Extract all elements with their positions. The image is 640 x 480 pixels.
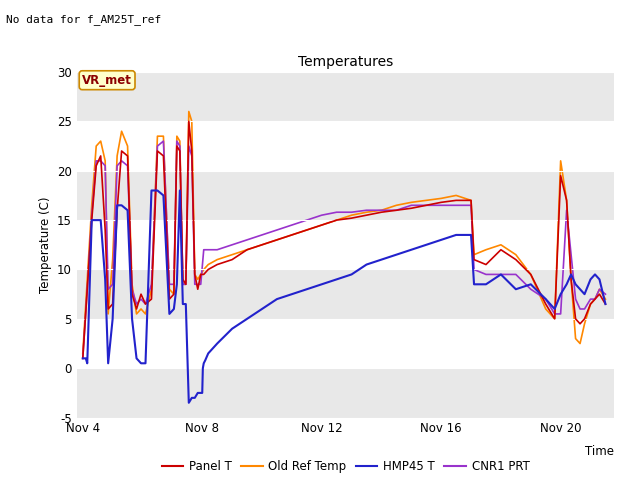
Bar	[77, 121, 614, 171]
Text: VR_met: VR_met	[82, 74, 132, 87]
Title: Temperatures: Temperatures	[298, 56, 393, 70]
Bar	[77, 319, 614, 368]
Text: Time: Time	[586, 445, 614, 458]
Y-axis label: Temperature (C): Temperature (C)	[38, 196, 51, 293]
Text: No data for f_AM25T_ref: No data for f_AM25T_ref	[6, 14, 162, 25]
Legend: Panel T, Old Ref Temp, HMP45 T, CNR1 PRT: Panel T, Old Ref Temp, HMP45 T, CNR1 PRT	[157, 455, 534, 478]
Bar	[77, 220, 614, 269]
